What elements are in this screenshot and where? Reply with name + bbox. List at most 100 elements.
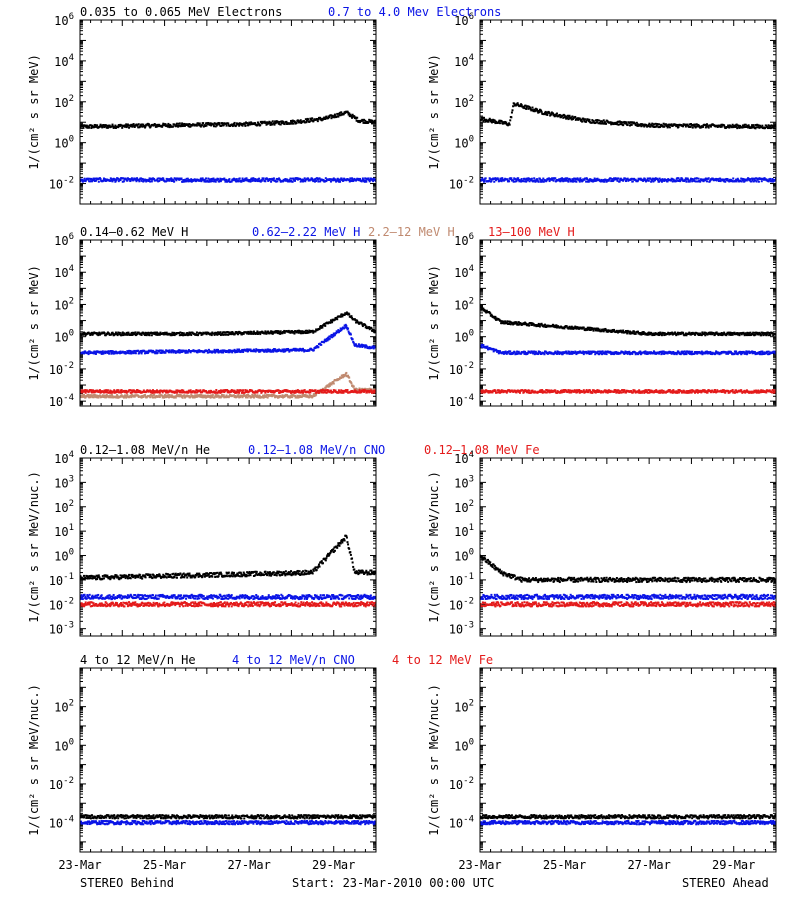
data-point <box>645 124 648 127</box>
data-point <box>666 126 669 129</box>
data-point <box>286 389 289 392</box>
data-point <box>272 177 275 180</box>
data-point <box>304 394 307 397</box>
data-point <box>511 109 514 112</box>
data-point <box>234 178 237 181</box>
data-point <box>610 122 613 125</box>
data-point <box>173 334 176 337</box>
data-point <box>98 331 101 334</box>
data-point <box>102 352 105 355</box>
data-point <box>579 118 582 121</box>
data-point <box>300 332 303 335</box>
data-point <box>537 111 540 114</box>
data-point <box>300 389 303 392</box>
data-point <box>254 178 257 181</box>
data-point <box>350 315 353 318</box>
data-point <box>197 350 200 353</box>
data-point <box>114 126 117 129</box>
data-point <box>679 179 682 182</box>
data-point <box>207 122 210 125</box>
data-point <box>221 393 224 396</box>
data-point <box>701 178 704 181</box>
data-point <box>332 179 335 182</box>
data-point <box>553 114 556 117</box>
data-point <box>493 180 496 183</box>
data-point <box>353 343 356 346</box>
data-point <box>119 350 122 353</box>
data-point <box>359 345 362 348</box>
data-point <box>741 177 744 180</box>
data-point <box>217 351 220 354</box>
data-point <box>312 394 315 397</box>
data-point <box>249 180 252 183</box>
data-point <box>274 348 277 351</box>
data-point <box>735 180 738 183</box>
data-point <box>182 389 185 392</box>
data-point <box>207 394 210 397</box>
data-point <box>256 333 259 336</box>
data-point <box>130 389 133 392</box>
data-point <box>194 390 197 393</box>
data-point <box>301 395 304 398</box>
data-point <box>263 390 266 393</box>
data-point <box>205 333 208 336</box>
data-point <box>282 180 285 183</box>
data-point <box>592 120 595 123</box>
data-point <box>320 391 323 394</box>
data-point <box>576 177 579 180</box>
data-point <box>187 349 190 352</box>
data-point <box>157 395 160 398</box>
data-point <box>602 180 605 183</box>
data-point <box>332 332 335 335</box>
data-point <box>599 120 602 123</box>
data-point <box>275 177 278 180</box>
data-point <box>181 125 184 128</box>
data-point <box>728 180 731 183</box>
data-point <box>528 180 531 183</box>
data-point <box>168 179 171 182</box>
data-point <box>84 389 87 392</box>
data-point <box>155 331 158 334</box>
data-point <box>323 322 326 325</box>
data-point <box>225 333 228 336</box>
data-point <box>735 123 738 126</box>
data-point <box>219 177 222 180</box>
data-point <box>209 180 212 183</box>
data-point <box>636 123 639 126</box>
data-point <box>336 179 339 182</box>
data-point <box>174 396 177 399</box>
data-point <box>702 180 705 183</box>
data-point <box>767 124 770 127</box>
data-point <box>363 390 366 393</box>
data-point <box>340 376 343 379</box>
data-point <box>92 396 95 399</box>
data-point <box>303 120 306 123</box>
data-point <box>563 116 566 119</box>
data-point <box>341 390 344 393</box>
data-point <box>170 349 173 352</box>
data-point <box>165 331 168 334</box>
data-point <box>182 124 185 127</box>
data-point <box>157 332 160 335</box>
data-point <box>492 118 495 121</box>
data-point <box>298 396 301 399</box>
data-point <box>351 316 354 319</box>
data-point <box>546 111 549 114</box>
data-point <box>486 119 489 122</box>
data-point <box>118 351 121 354</box>
data-point <box>218 123 221 126</box>
data-point <box>240 389 243 392</box>
data-point <box>358 387 361 390</box>
data-point <box>278 122 281 125</box>
data-point <box>510 116 513 119</box>
data-point <box>161 389 164 392</box>
data-point <box>276 120 279 123</box>
data-point <box>120 394 123 397</box>
data-point <box>122 395 125 398</box>
data-point <box>261 330 264 333</box>
data-point <box>141 178 144 181</box>
data-point <box>630 177 633 180</box>
data-point <box>350 337 353 340</box>
data-point <box>510 177 513 180</box>
data-point <box>533 179 536 182</box>
